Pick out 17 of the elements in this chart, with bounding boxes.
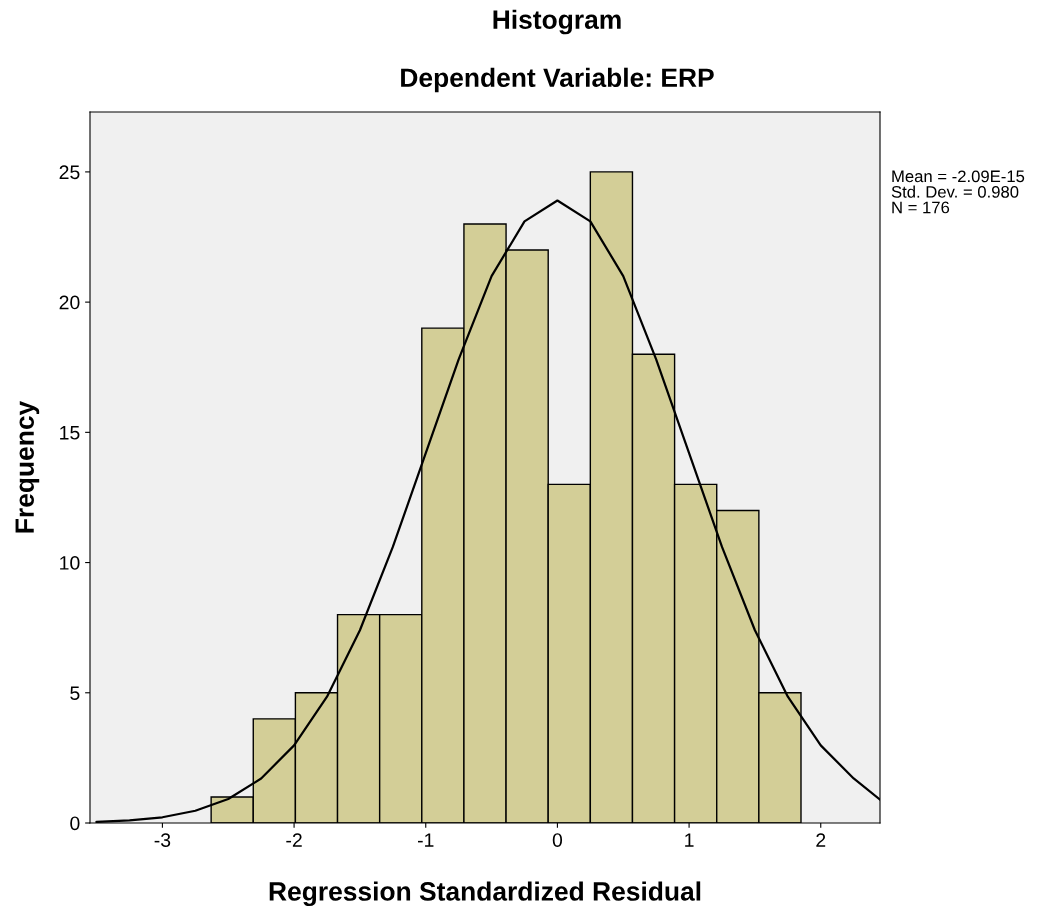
y-tick-label: 20 <box>59 295 80 310</box>
y-axis-title: Frequency <box>15 400 40 533</box>
x-tick-label: 2 <box>816 833 826 847</box>
x-axis-title: Regression Standardized Residual <box>269 881 701 907</box>
x-tick-label: -3 <box>154 833 171 847</box>
chart-subtitle: Dependent Variable: ERP <box>401 67 714 93</box>
y-tick-label: 5 <box>70 686 80 701</box>
chart-title: Histogram <box>493 9 621 35</box>
x-tick-label: -2 <box>286 833 302 847</box>
x-tick-label: -1 <box>417 833 434 847</box>
y-tick-label: 0 <box>70 816 80 831</box>
text: Mean = -2.09E-15 Std. Dev. = 0.980 N = 176 <box>891 170 1025 214</box>
x-tick-label: 1 <box>685 833 694 847</box>
x-tick-label: 0 <box>552 833 563 847</box>
y-tick-label: 25 <box>59 165 80 180</box>
y-tick-label: 15 <box>60 426 80 440</box>
y-tick-label: 10 <box>60 556 80 570</box>
